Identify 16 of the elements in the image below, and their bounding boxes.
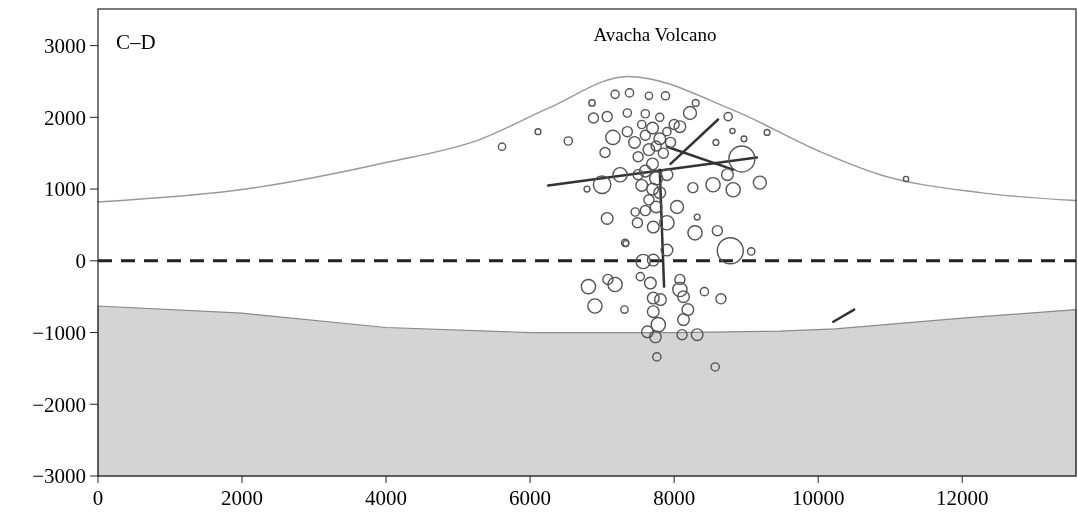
y-tick-label: 1000 bbox=[44, 177, 86, 202]
y-tick-label: 3000 bbox=[44, 33, 86, 58]
x-tick-label: 10000 bbox=[791, 486, 845, 510]
y-tick-label: −3000 bbox=[32, 464, 86, 489]
y-tick-label: −2000 bbox=[32, 392, 86, 417]
x-tick-label: 4000 bbox=[365, 486, 408, 510]
x-tick-label: 8000 bbox=[653, 486, 696, 510]
annotation: C–D bbox=[116, 30, 156, 54]
y-tick-label: 2000 bbox=[44, 105, 86, 130]
y-tick-label: 0 bbox=[75, 249, 86, 274]
x-tick-label: 12000 bbox=[935, 486, 989, 510]
x-tick-label: 2000 bbox=[221, 486, 264, 510]
y-tick-label: −1000 bbox=[32, 320, 86, 345]
x-tick-label: 6000 bbox=[509, 486, 552, 510]
annotation: Avacha Volcano bbox=[593, 24, 717, 45]
x-tick-label: 0 bbox=[92, 486, 104, 510]
